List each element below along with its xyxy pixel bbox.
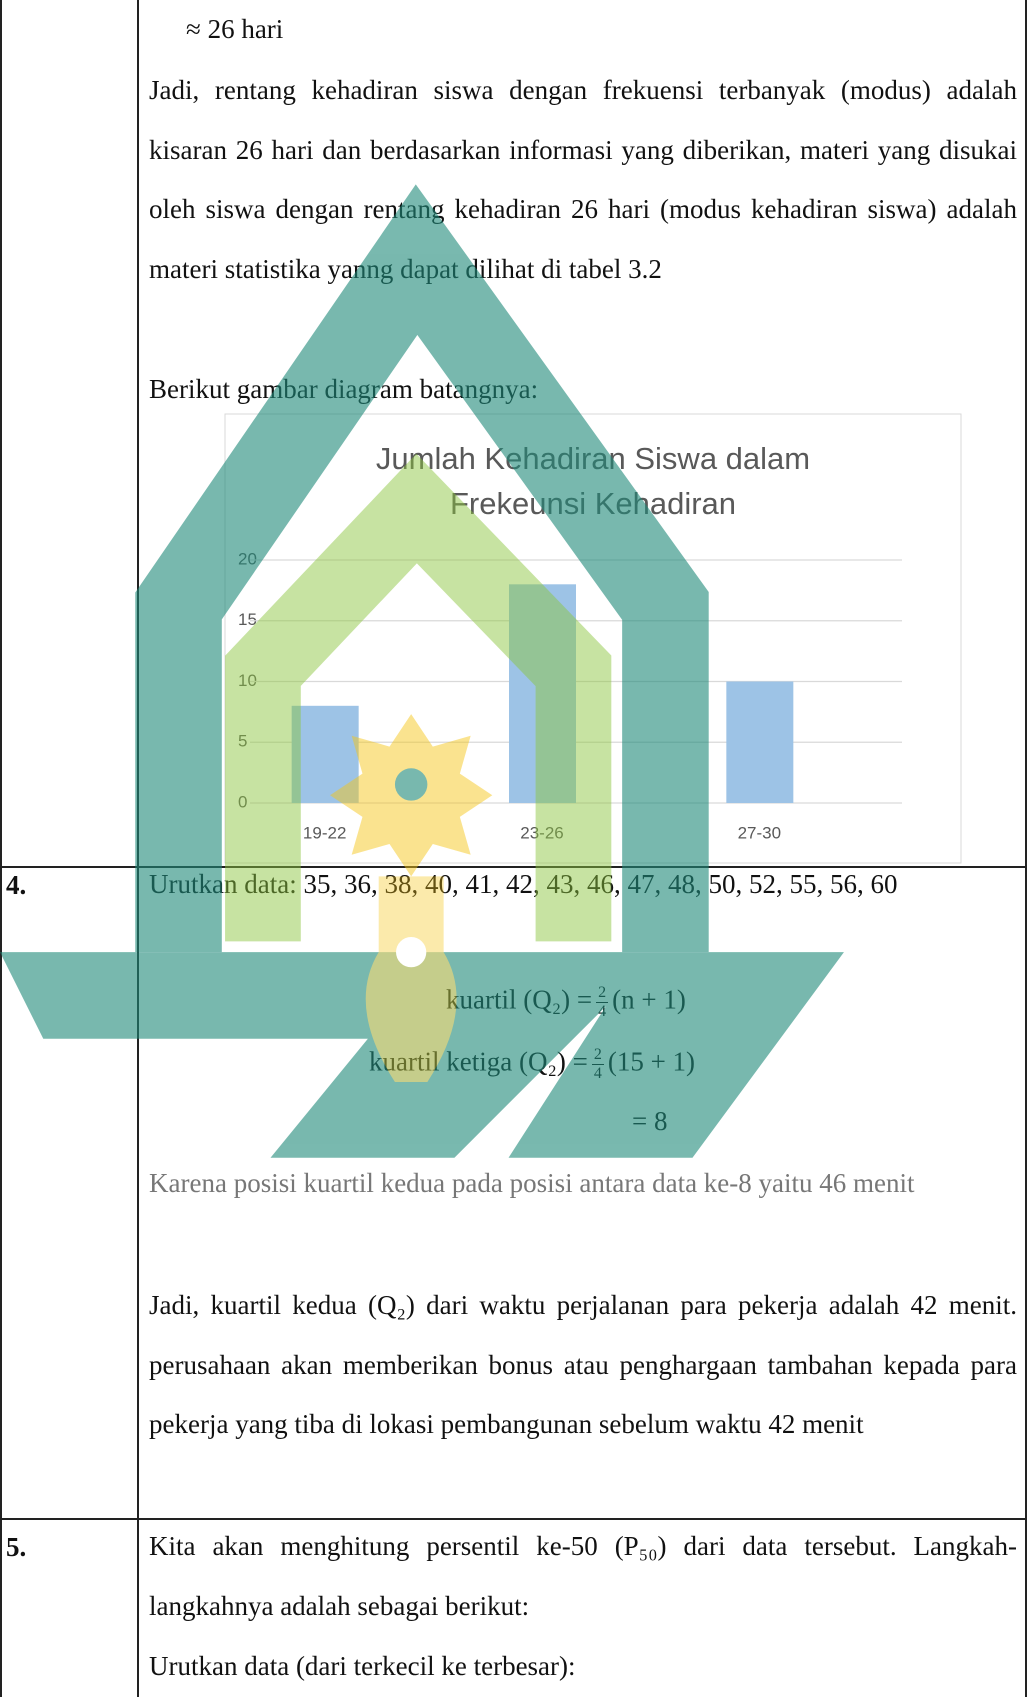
x-tick-label: 23-26 — [520, 823, 563, 842]
formula-left: kuartil (Q₂) = — [446, 985, 592, 1015]
page: ≈ 26 hari Jadi, rentang kehadiran siswa … — [0, 0, 1027, 1697]
numerator: 2 — [592, 1046, 604, 1065]
y-tick-label: 5 — [238, 732, 247, 751]
data-line: Urutkan data: 35, 36, 38, 40, 41, 42, 43… — [149, 855, 1017, 915]
paragraph: Kita akan menghitung persentil ke-50 (P₅… — [149, 1517, 1017, 1636]
row-number: 5. — [6, 1532, 26, 1563]
bar — [726, 682, 793, 804]
y-tick-label: 0 — [238, 792, 247, 811]
x-tick-label: 19-22 — [303, 823, 346, 842]
step: Urutkan data (dari terkecil ke terbesar)… — [149, 1637, 576, 1697]
chart-title: Jumlah Kehadiran Siswa dalam Frekeunsi K… — [353, 436, 833, 526]
y-tick-label: 20 — [238, 549, 257, 568]
conclusion: Jadi, kuartil kedua (Q₂) dari waktu perj… — [149, 1276, 1017, 1455]
formula-right: (15 + 1) — [608, 1047, 695, 1077]
denominator: 4 — [592, 1065, 604, 1083]
formula-right: (n + 1) — [612, 985, 686, 1015]
denominator: 4 — [596, 1003, 608, 1021]
explanation: Karena posisi kuartil kedua pada posisi … — [149, 1154, 1017, 1214]
result: = 8 — [632, 1106, 667, 1137]
bar — [509, 584, 576, 803]
y-tick-label: 15 — [238, 610, 257, 629]
formula-left: kuartil ketiga (Q₂) = — [369, 1047, 588, 1077]
x-tick-label: 27-30 — [738, 823, 781, 842]
row-number: 4. — [6, 870, 26, 901]
bar — [292, 706, 359, 803]
numerator: 2 — [596, 984, 608, 1003]
y-tick-label: 10 — [238, 671, 257, 690]
